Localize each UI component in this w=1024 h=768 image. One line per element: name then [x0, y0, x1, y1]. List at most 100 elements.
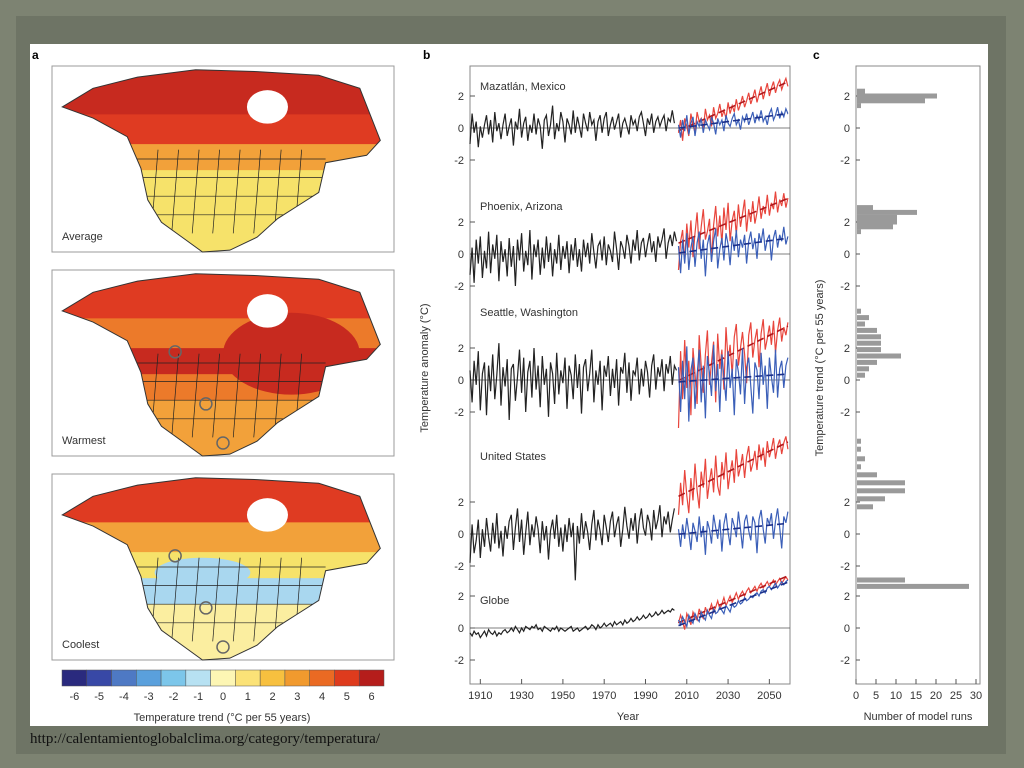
map-1: Average — [51, 65, 395, 253]
location-title: Phoenix, Arizona — [480, 201, 563, 213]
colorbar-swatch — [160, 669, 187, 687]
timeseries-panels: Mazatlán, Mexico 2 0 -2 Phoenix, Arizona 2 0 -2… — [454, 65, 791, 702]
map-3: Coolest — [51, 473, 395, 661]
x-tick-label: 25 — [950, 690, 962, 702]
location-title: United States — [480, 451, 547, 463]
hudson-bay — [246, 498, 288, 532]
colorbar-tick: 2 — [269, 691, 275, 703]
y-tick-label: 0 — [844, 123, 850, 135]
panel-letter-c: c — [813, 48, 820, 62]
cool-run-series — [677, 226, 789, 277]
map-border-line — [171, 353, 179, 438]
y-tick-label: 0 — [458, 375, 464, 387]
map-border-line — [253, 353, 261, 438]
histogram-bar — [857, 464, 861, 470]
x-tick-label: 5 — [873, 690, 879, 702]
y-tick-label: -2 — [840, 561, 850, 573]
city-marker — [199, 601, 213, 615]
y-tick-label: -2 — [454, 655, 464, 667]
map-border-line — [191, 149, 200, 234]
colorbar-swatch — [111, 669, 137, 687]
warm-trend-line — [678, 441, 789, 498]
x-tick-label: 2010 — [675, 690, 699, 702]
histogram-x-axis-label: Number of model runs — [864, 711, 973, 723]
source-url-text[interactable]: http://calentamientoglobalclima.org/cate… — [30, 731, 381, 747]
colorbar-swatch — [334, 669, 360, 687]
histogram-bar — [857, 583, 969, 589]
colorbar-swatch — [185, 669, 211, 687]
histogram-bar — [857, 103, 861, 109]
cool-trend-line — [678, 237, 789, 254]
colorbar-tick: 1 — [245, 691, 251, 703]
histogram-bar — [857, 446, 861, 452]
y-tick-label: 0 — [844, 623, 850, 635]
colorbar-tick: 0 — [220, 691, 226, 703]
histogram-bar — [857, 334, 881, 340]
y-tick-label: 2 — [844, 217, 850, 229]
map-label: Coolest — [62, 639, 99, 651]
map-label: Average — [62, 231, 103, 243]
histogram-bar — [857, 214, 897, 220]
timeseries-panel-1: Mazatlán, Mexico 2 0 -2 — [454, 76, 790, 167]
warm-trend-line — [678, 197, 789, 244]
cool-trend-line — [678, 522, 789, 536]
y-tick-label: -2 — [454, 561, 464, 573]
x-tick-label: 30 — [970, 690, 982, 702]
histogram-bar — [857, 504, 873, 510]
y-tick-label: -2 — [840, 407, 850, 419]
histogram-bar — [857, 315, 869, 321]
colorbar-swatch — [259, 669, 286, 687]
histogram-panel-4: 2 0 -2 — [840, 438, 905, 573]
map-coastline — [61, 69, 381, 253]
histogram-bar — [857, 209, 917, 215]
colorbar-swatch — [136, 669, 162, 687]
histogram-bar — [857, 224, 893, 230]
y-tick-label: 2 — [844, 91, 850, 103]
histogram-bar — [857, 98, 925, 104]
x-tick-label: 1950 — [551, 690, 575, 702]
x-tick-label: 20 — [930, 690, 942, 702]
y-tick-label: -2 — [840, 655, 850, 667]
histogram-panels: 20-220-220-220-220-20 5 10 15 20 25 30 — [840, 65, 982, 702]
warm-run-series — [677, 191, 789, 271]
histogram-panel-1: 2 0 -2 — [840, 88, 937, 167]
figure-panel: a b c Average Warmest Coolest -6 -5 -4 -3 -2 -1… — [30, 44, 988, 726]
x-tick-label: 2030 — [716, 690, 740, 702]
cool-trend-line — [678, 581, 789, 627]
colorbar-tick: -4 — [119, 691, 129, 703]
map-border-line — [253, 149, 261, 234]
city-marker — [168, 549, 182, 563]
histogram-panel-5: 2 0 -2 — [840, 577, 969, 667]
histogram-bar — [857, 88, 865, 94]
city-marker — [168, 345, 182, 359]
location-title: Globe — [480, 595, 509, 607]
city-marker — [216, 640, 230, 654]
y-tick-label: 2 — [844, 343, 850, 355]
colorbar-swatch — [309, 669, 335, 687]
warm-run-series — [677, 436, 789, 515]
y-tick-label: 0 — [458, 529, 464, 541]
timeseries-panel-4: United States 2 0 -2 — [454, 436, 790, 581]
x-tick-label: 1970 — [592, 690, 616, 702]
warm-run-series — [677, 76, 789, 141]
colorbar-tick: -1 — [193, 691, 203, 703]
observed-series — [469, 343, 678, 421]
timeseries-x-axis-label: Year — [617, 711, 640, 723]
warm-run-series — [677, 317, 789, 429]
y-tick-label: 2 — [458, 91, 464, 103]
y-tick-label: 2 — [458, 217, 464, 229]
x-tick-label: 2050 — [757, 690, 781, 702]
map-border-line — [191, 353, 200, 438]
cool-run-series — [677, 344, 789, 422]
histogram-bar — [857, 488, 905, 494]
map-coastline — [61, 273, 381, 457]
colorbar-tick: -3 — [144, 691, 154, 703]
map-cool-region — [154, 557, 251, 588]
hudson-bay — [246, 90, 288, 124]
map-2: Warmest — [51, 269, 395, 457]
y-tick-label: -2 — [840, 281, 850, 293]
map-border-line — [273, 149, 282, 234]
histogram-bar — [857, 438, 861, 444]
city-marker — [216, 436, 230, 450]
map-coastline — [61, 477, 381, 661]
